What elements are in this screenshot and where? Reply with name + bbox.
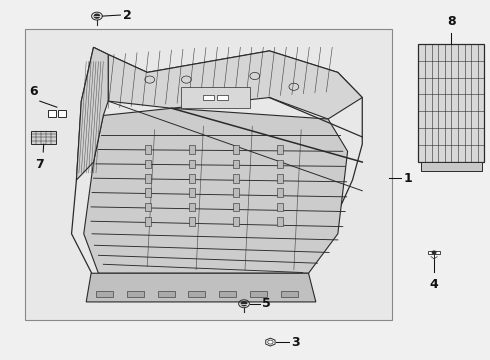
Bar (421, 162, 482, 171)
Bar (250, 291, 267, 297)
Text: 8: 8 (447, 15, 456, 28)
Bar (158, 291, 174, 297)
Bar (233, 145, 239, 154)
Polygon shape (86, 273, 316, 302)
Bar (189, 145, 195, 154)
Polygon shape (84, 108, 347, 273)
Polygon shape (48, 111, 56, 117)
Bar (145, 145, 151, 154)
Text: 3: 3 (292, 336, 300, 348)
Polygon shape (266, 338, 275, 346)
Bar (145, 203, 151, 211)
Text: 7: 7 (35, 158, 44, 171)
Bar (145, 217, 151, 226)
Text: 4: 4 (430, 278, 439, 291)
Bar (188, 291, 205, 297)
Bar (31, 131, 56, 144)
Bar (233, 188, 239, 197)
Circle shape (432, 251, 436, 254)
Text: 6: 6 (29, 85, 38, 98)
Bar (96, 291, 113, 297)
Text: 1: 1 (404, 172, 413, 185)
Bar (277, 203, 283, 211)
Bar (277, 145, 283, 154)
Bar (233, 203, 239, 211)
Polygon shape (58, 111, 66, 117)
Polygon shape (72, 47, 362, 277)
Polygon shape (108, 51, 362, 119)
Polygon shape (203, 95, 215, 100)
Bar (233, 174, 239, 183)
Polygon shape (76, 47, 108, 180)
Bar (189, 188, 195, 197)
Bar (189, 203, 195, 211)
Bar (277, 217, 283, 226)
Bar (189, 217, 195, 226)
Bar (233, 217, 239, 226)
Text: 5: 5 (262, 297, 271, 310)
Bar (145, 174, 151, 183)
Bar (277, 174, 283, 183)
Bar (145, 188, 151, 197)
Bar (219, 291, 236, 297)
Bar (281, 291, 298, 297)
Bar (25, 30, 392, 320)
Polygon shape (217, 95, 228, 100)
Bar (181, 87, 250, 108)
Bar (428, 251, 440, 254)
Bar (127, 291, 144, 297)
Text: 2: 2 (123, 9, 132, 22)
Bar (277, 188, 283, 197)
Bar (145, 159, 151, 168)
Bar (233, 159, 239, 168)
Bar (189, 159, 195, 168)
Bar (418, 44, 485, 162)
Circle shape (94, 14, 99, 18)
Bar (189, 174, 195, 183)
Bar (277, 159, 283, 168)
Circle shape (242, 302, 246, 306)
